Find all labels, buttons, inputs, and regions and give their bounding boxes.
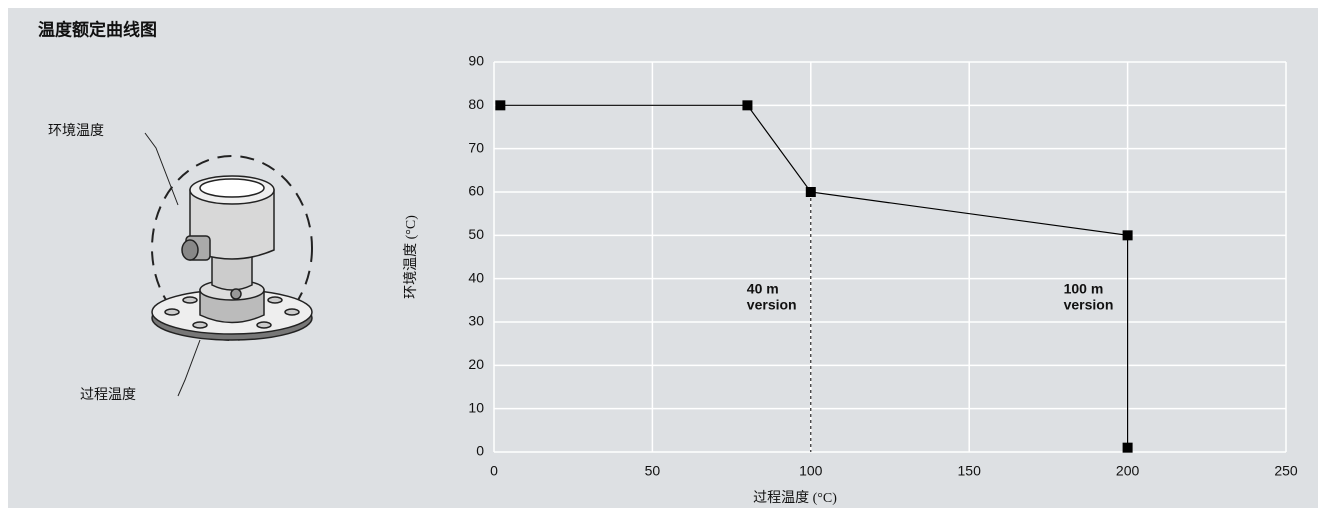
y-tick-label: 40 <box>468 269 484 285</box>
y-tick-label: 0 <box>476 443 484 459</box>
y-tick-label: 60 <box>468 183 484 199</box>
y-tick-label: 30 <box>468 313 484 329</box>
y-tick-label: 50 <box>468 226 484 242</box>
point <box>742 100 753 111</box>
x-tick-label: 150 <box>958 463 982 479</box>
x-tick-label: 250 <box>1274 463 1298 479</box>
x-tick-label: 0 <box>490 463 498 479</box>
y-tick-label: 80 <box>468 96 484 112</box>
x-axis-title: 过程温度 (°C) <box>753 490 837 506</box>
x-tick-label: 200 <box>1116 463 1140 479</box>
annotation: version <box>1064 297 1114 313</box>
y-tick-label: 90 <box>468 53 484 69</box>
x-tick-label: 100 <box>799 463 823 479</box>
point <box>1122 442 1133 453</box>
heading: 温度额定曲线图 <box>38 19 157 39</box>
annotation: 40 m <box>747 281 779 297</box>
annotation: version <box>747 297 797 313</box>
y-tick-label: 20 <box>468 356 484 372</box>
process-label: 过程温度 <box>80 387 136 403</box>
point <box>495 100 506 111</box>
y-axis-title: 环境温度 (°C) <box>403 215 419 299</box>
point <box>1122 230 1133 241</box>
y-tick-label: 70 <box>468 139 484 155</box>
annotation: 100 m <box>1064 281 1104 297</box>
ambient-label: 环境温度 <box>48 123 104 139</box>
device-illustration <box>144 132 313 397</box>
point <box>805 187 816 197</box>
x-tick-label: 50 <box>645 463 661 479</box>
y-tick-label: 10 <box>468 399 484 415</box>
